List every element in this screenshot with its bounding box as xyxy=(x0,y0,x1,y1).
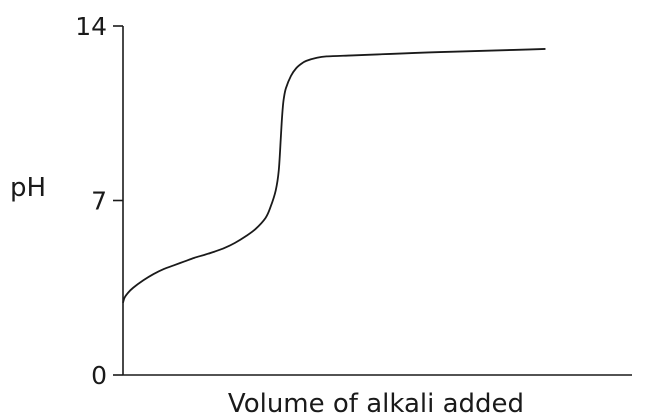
y-tick-label: 14 xyxy=(75,12,107,41)
ph-curve xyxy=(122,48,546,303)
y-ticks: 0 7 14 xyxy=(75,12,123,390)
x-axis-label: Volume of alkali added xyxy=(228,389,524,419)
y-axis-label: pH xyxy=(10,173,46,203)
y-tick-label: 7 xyxy=(91,187,107,216)
y-tick-label: 0 xyxy=(91,361,107,390)
